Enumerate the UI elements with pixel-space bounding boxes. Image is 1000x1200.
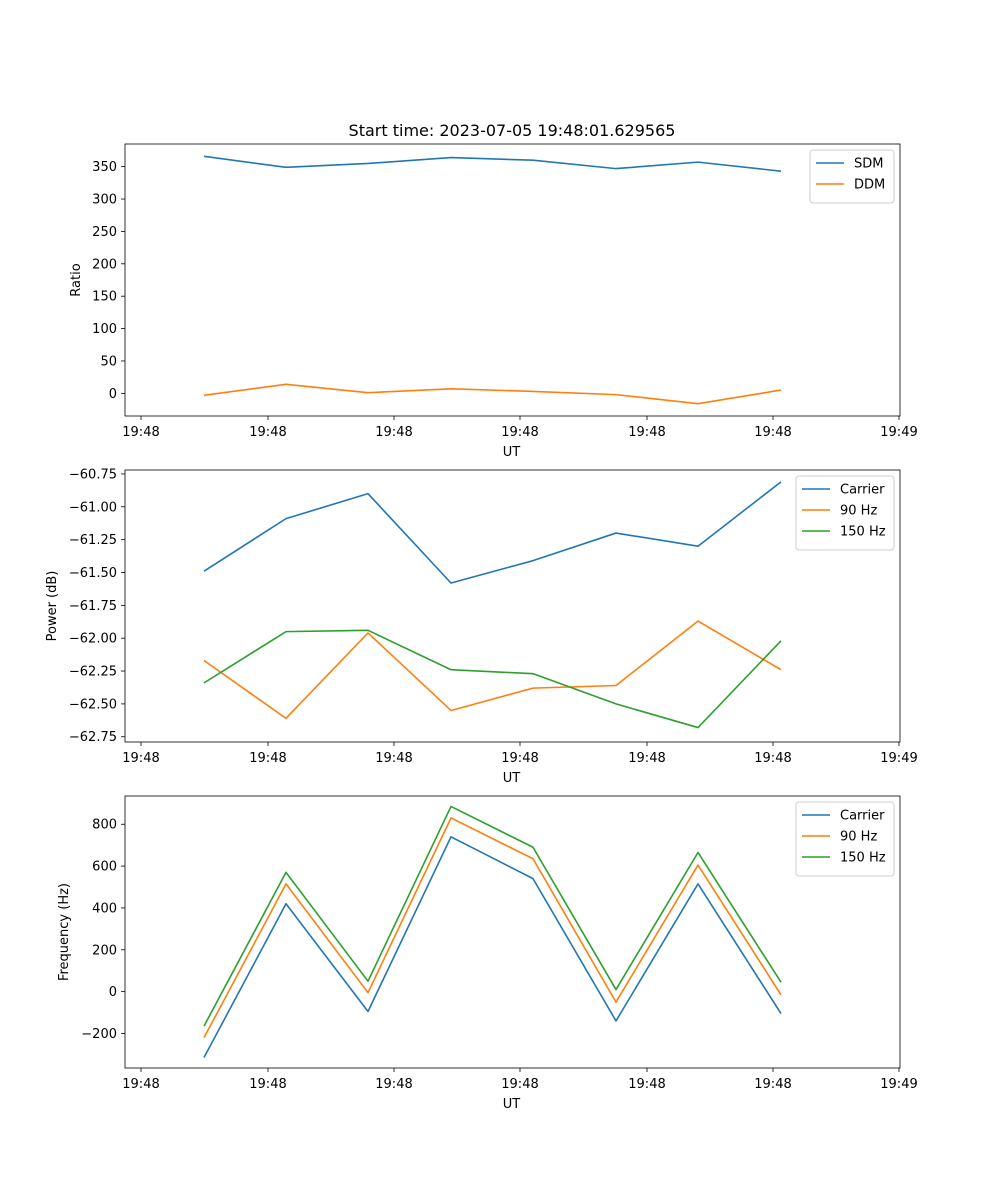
x-tick-label: 19:48 (249, 1077, 286, 1092)
legend-label: Carrier (840, 809, 885, 824)
y-tick-label: 200 (92, 943, 117, 958)
y-tick-label: −62.25 (69, 665, 117, 680)
y-tick-label: 0 (109, 985, 117, 1000)
y-tick-label: 200 (92, 257, 117, 272)
x-tick-label: 19:48 (501, 425, 538, 440)
y-axis-label: Ratio (69, 263, 84, 296)
plot-frame (124, 143, 901, 417)
x-tick-label: 19:48 (628, 1077, 665, 1092)
y-tick-label: −60.75 (69, 467, 117, 482)
series-line-90-hz (203, 620, 782, 720)
legend-label: DDM (854, 178, 885, 193)
y-tick-label: −61.25 (69, 533, 117, 548)
y-tick-label: 300 (92, 193, 117, 208)
plot-frame (124, 469, 901, 743)
x-tick-label: 19:48 (628, 751, 665, 766)
legend: Carrier 90 Hz 150 Hz (795, 801, 895, 877)
x-tick-label: 19:49 (880, 751, 917, 766)
y-tick-label: −200 (81, 1027, 117, 1042)
x-axis-label: UT (503, 1097, 521, 1112)
x-tick-label: 19:48 (501, 751, 538, 766)
series-line-90-hz (203, 817, 782, 1039)
x-axis-label: UT (503, 445, 521, 460)
y-tick-label: −62.75 (69, 730, 117, 745)
x-tick-label: 19:48 (754, 1077, 791, 1092)
x-tick-label: 19:48 (122, 425, 159, 440)
figure-title: Start time: 2023-07-05 19:48:01.629565 (349, 121, 676, 140)
series-line-ddm (203, 383, 782, 405)
x-axis-label: UT (503, 771, 521, 786)
legend-label: 90 Hz (840, 830, 877, 845)
y-tick-label: −61.50 (69, 566, 117, 581)
y-tick-label: 800 (92, 818, 117, 833)
y-tick-label: −61.00 (69, 500, 117, 515)
y-tick-label: 0 (109, 387, 117, 402)
y-tick-label: −61.75 (69, 599, 117, 614)
y-tick-label: −62.00 (69, 632, 117, 647)
series-line-sdm (203, 155, 782, 172)
y-tick-label: 600 (92, 860, 117, 875)
chart-panel-2: −62.75 −62.50 −62.25 −62.00 −61.75 −61.50 −61.… (45, 467, 918, 786)
chart-panel-1: 0 50 100 150 200 250 300 350 19:48 19:48 19:48 19:4… (69, 143, 918, 460)
series-line-carrier (203, 835, 782, 1058)
legend-label: 90 Hz (840, 504, 877, 519)
series-line-150-hz (203, 629, 782, 729)
x-tick-label: 19:48 (249, 425, 286, 440)
x-tick-label: 19:48 (122, 1077, 159, 1092)
x-tick-label: 19:49 (880, 425, 917, 440)
legend-label: Carrier (840, 483, 885, 498)
y-tick-label: 400 (92, 901, 117, 916)
y-tick-label: 150 (92, 290, 117, 305)
x-tick-label: 19:48 (375, 425, 412, 440)
y-tick-label: 350 (92, 160, 117, 175)
legend-label: 150 Hz (840, 525, 886, 540)
y-axis-label: Power (dB) (45, 571, 60, 642)
legend-label: 150 Hz (840, 851, 886, 866)
x-tick-label: 19:48 (122, 751, 159, 766)
legend: SDM DDM (809, 149, 895, 204)
x-tick-label: 19:48 (375, 1077, 412, 1092)
x-tick-label: 19:48 (249, 751, 286, 766)
x-tick-label: 19:49 (880, 1077, 917, 1092)
plot-frame (124, 795, 901, 1069)
legend: Carrier 90 Hz 150 Hz (795, 475, 895, 551)
y-tick-label: 100 (92, 322, 117, 337)
y-axis-label: Frequency (Hz) (57, 883, 72, 981)
series-line-150-hz (203, 805, 782, 1027)
chart-panel-3: −200 0 200 400 600 800 19:48 19:48 19:48 19:48 19:… (57, 795, 918, 1112)
x-tick-label: 19:48 (628, 425, 665, 440)
y-tick-label: 250 (92, 225, 117, 240)
x-tick-label: 19:48 (754, 751, 791, 766)
legend-label: SDM (854, 157, 883, 172)
y-tick-label: −62.50 (69, 697, 117, 712)
x-tick-label: 19:48 (754, 425, 791, 440)
x-tick-label: 19:48 (501, 1077, 538, 1092)
series-line-carrier (203, 481, 782, 584)
x-tick-label: 19:48 (375, 751, 412, 766)
y-tick-label: 50 (100, 354, 117, 369)
